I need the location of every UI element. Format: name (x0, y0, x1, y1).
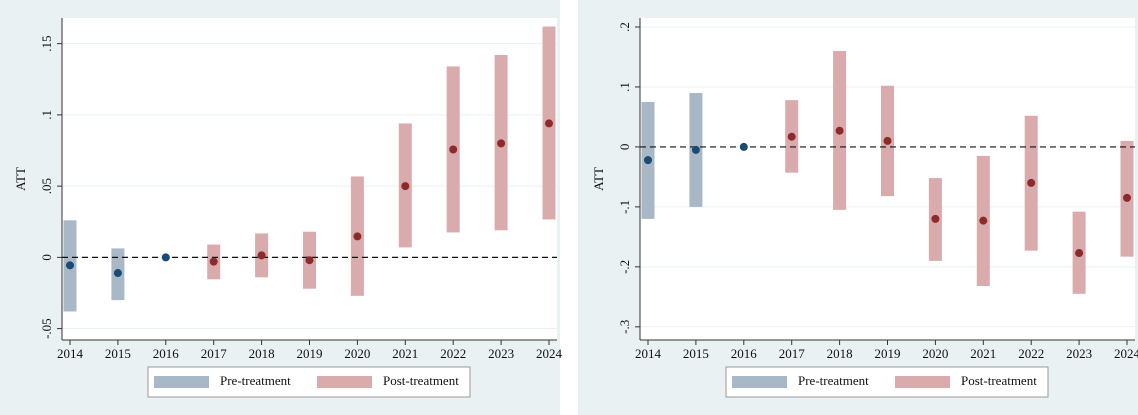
y-tick-label: .15 (39, 36, 54, 52)
y-tick-label: 0 (617, 144, 632, 151)
x-tick-label: 2017 (201, 346, 228, 361)
legend-label: Post-treatment (383, 373, 459, 388)
point-estimate (305, 256, 314, 265)
point-estimate (497, 139, 506, 148)
x-tick-label: 2018 (249, 346, 275, 361)
x-tick-label: 2014 (635, 346, 662, 361)
legend-key (317, 376, 372, 388)
y-tick-label: .1 (39, 110, 54, 120)
y-tick-label: .2 (617, 22, 632, 32)
point-estimate (739, 142, 748, 151)
point-estimate (931, 214, 940, 223)
x-tick-label: 2017 (779, 346, 806, 361)
point-estimate (691, 145, 700, 154)
legend-key (895, 376, 950, 388)
legend-label: Post-treatment (961, 373, 1037, 388)
x-tick-label: 2019 (297, 346, 323, 361)
y-tick-label: -.3 (617, 320, 632, 334)
point-estimate (113, 269, 122, 278)
point-estimate (449, 145, 458, 154)
point-estimate (644, 156, 652, 165)
y-tick-label: 0 (39, 254, 54, 261)
y-tick-label: -.2 (617, 260, 632, 274)
point-estimate (1027, 178, 1036, 187)
x-tick-label: 2016 (731, 346, 758, 361)
point-estimate (787, 132, 796, 141)
point-estimate (979, 216, 988, 225)
x-tick-label: 2024 (1114, 346, 1138, 361)
plot-area (62, 18, 557, 340)
point-estimate (209, 257, 218, 266)
point-estimate (353, 232, 362, 241)
legend-key (154, 376, 209, 388)
x-tick-label: 2019 (875, 346, 901, 361)
y-tick-label: .1 (617, 82, 632, 92)
y-tick-label: -.1 (617, 200, 632, 214)
x-tick-label: 2014 (57, 346, 84, 361)
x-tick-label: 2018 (827, 346, 853, 361)
x-tick-label: 2020 (922, 346, 948, 361)
point-estimate (66, 261, 74, 270)
x-tick-label: 2024 (536, 346, 563, 361)
point-estimate (1075, 249, 1084, 258)
x-tick-label: 2015 (105, 346, 131, 361)
y-tick-label: .05 (39, 178, 54, 194)
x-tick-label: 2023 (1066, 346, 1092, 361)
y-tick-label: -.05 (39, 318, 54, 339)
x-tick-label: 2021 (970, 346, 996, 361)
point-estimate (883, 136, 892, 145)
point-estimate (835, 126, 844, 135)
point-estimate (161, 253, 170, 262)
legend-label: Pre-treatment (220, 373, 291, 388)
y-axis-label: ATT (591, 167, 606, 191)
point-estimate (1123, 193, 1131, 202)
x-tick-label: 2022 (440, 346, 466, 361)
x-tick-label: 2021 (392, 346, 418, 361)
point-estimate (401, 182, 410, 191)
legend-label: Pre-treatment (798, 373, 869, 388)
x-tick-label: 2015 (683, 346, 709, 361)
point-estimate (545, 119, 553, 128)
point-estimate (257, 251, 266, 260)
x-tick-label: 2022 (1018, 346, 1044, 361)
y-axis-label: ATT (13, 167, 28, 191)
legend-key (732, 376, 787, 388)
x-tick-label: 2020 (344, 346, 370, 361)
x-tick-label: 2023 (488, 346, 514, 361)
x-tick-label: 2016 (153, 346, 180, 361)
